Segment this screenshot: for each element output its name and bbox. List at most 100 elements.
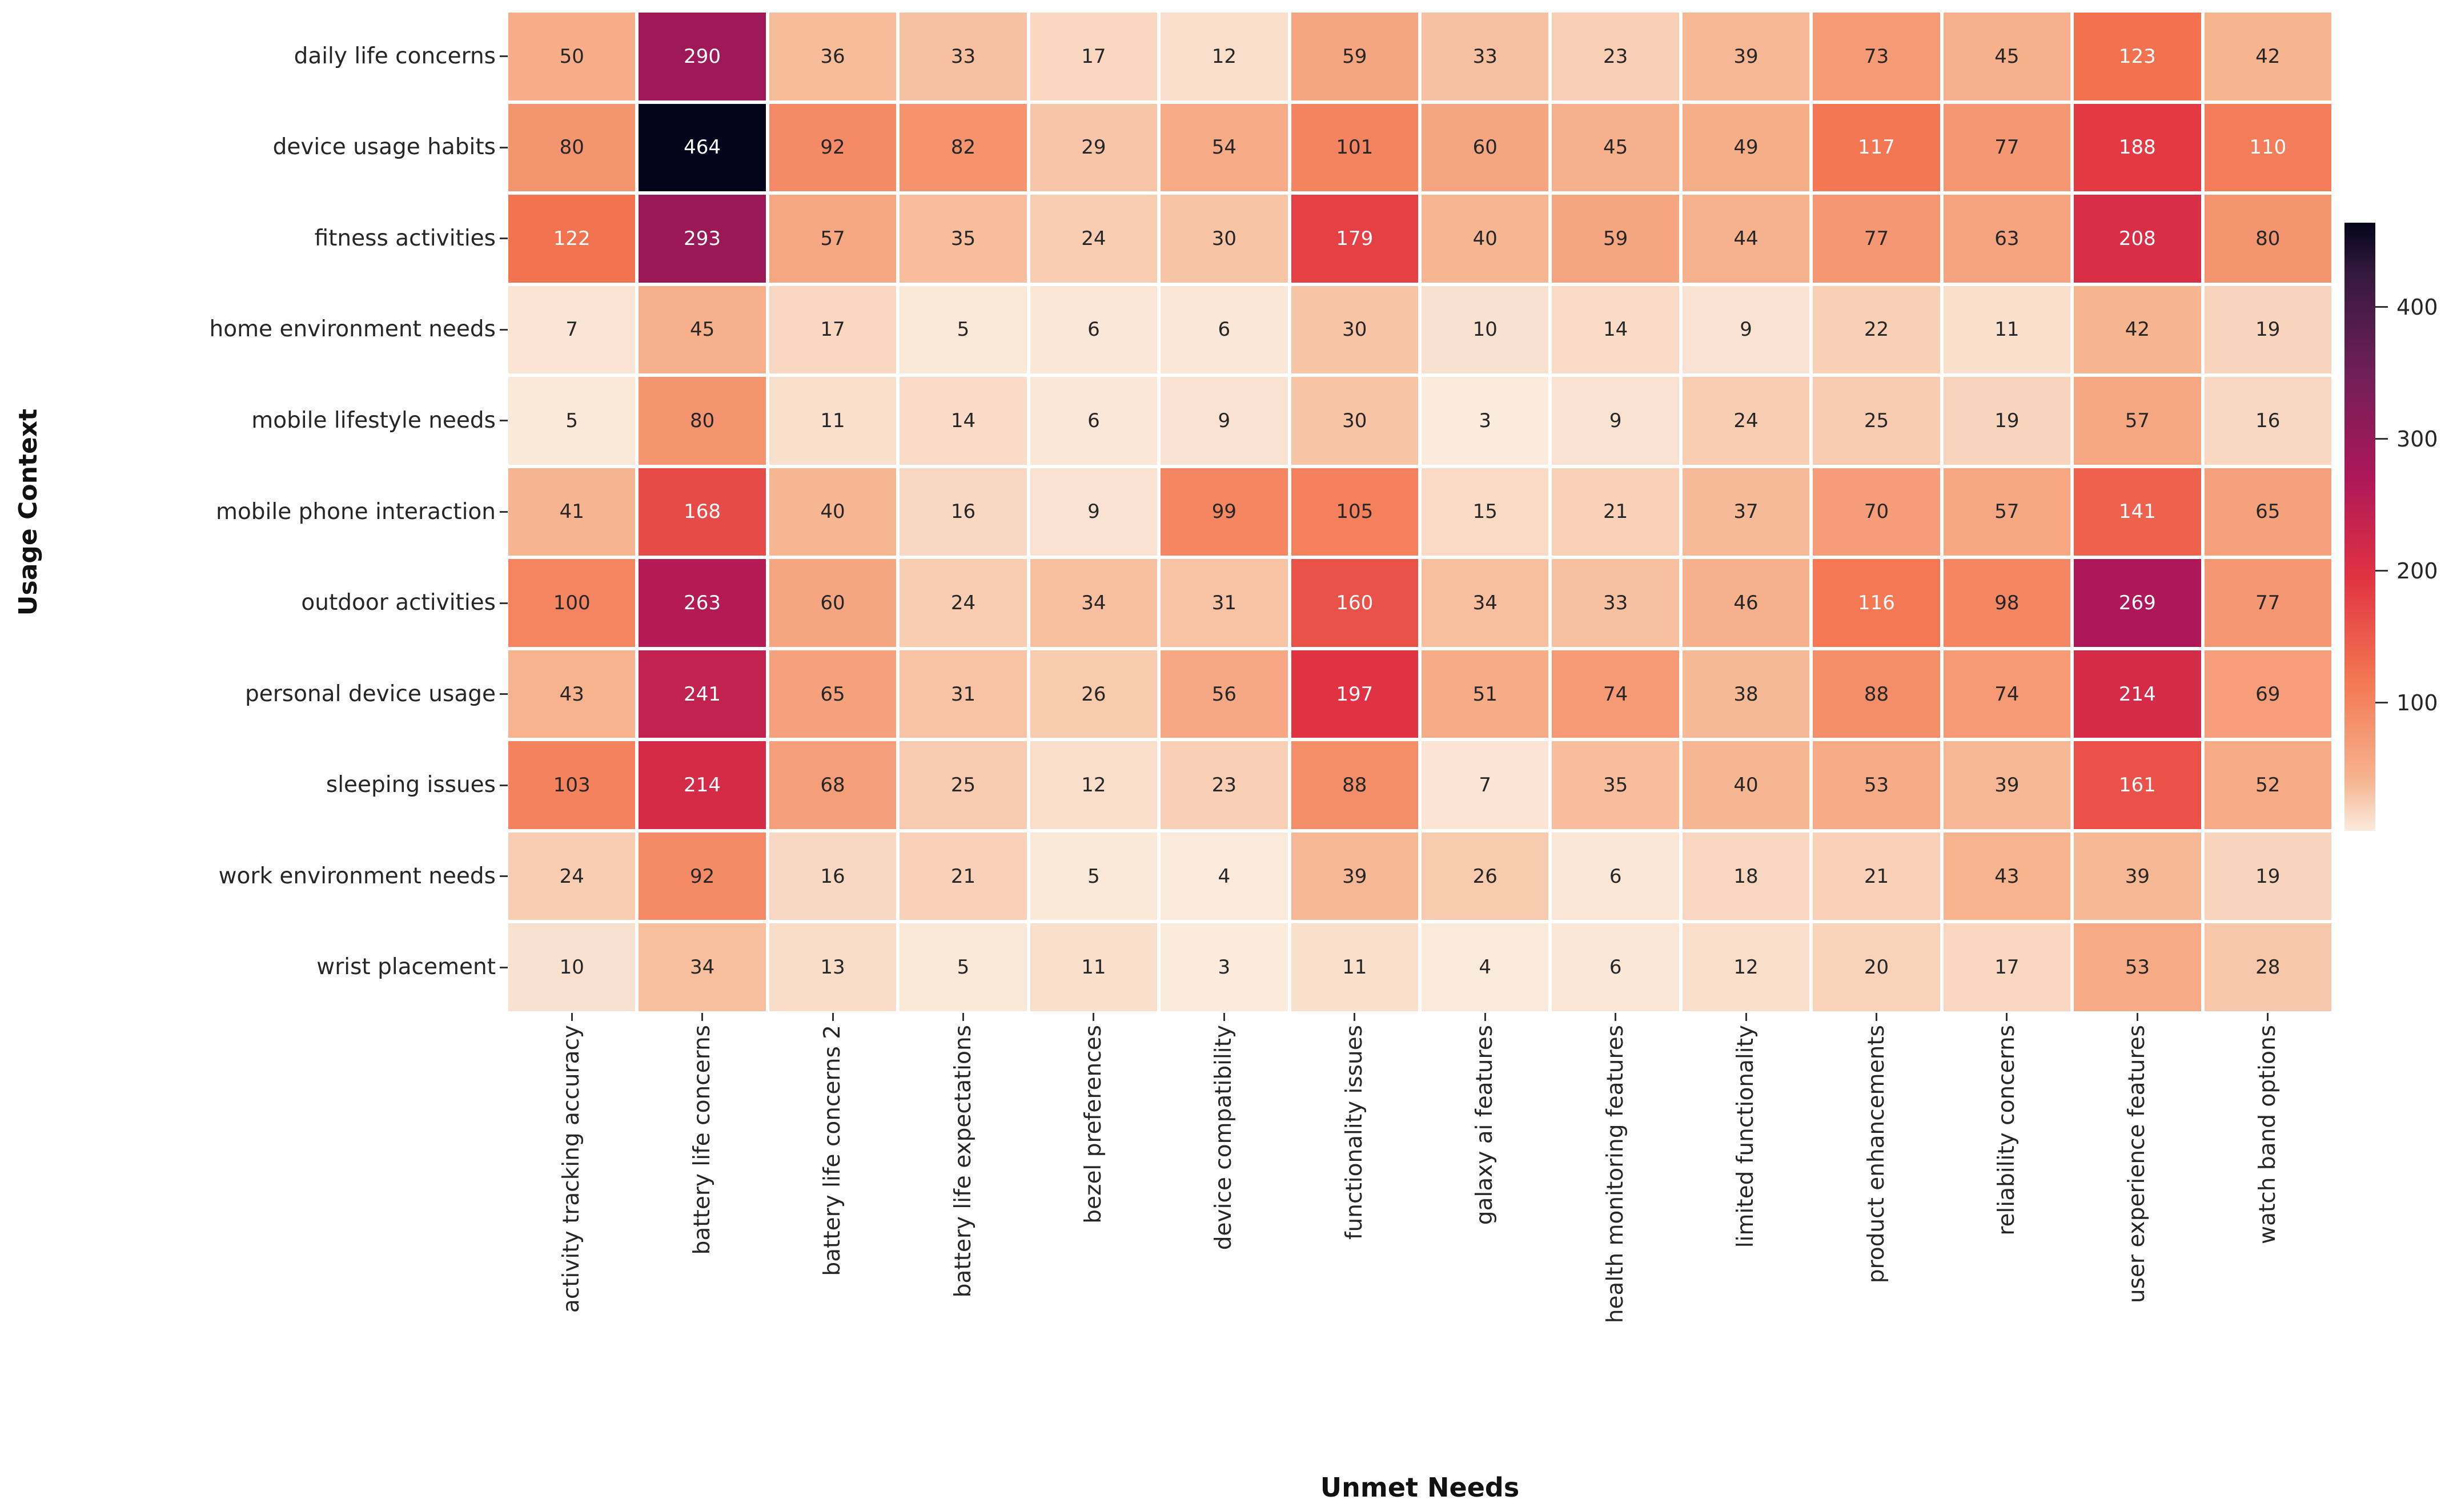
y-tick-mark [500, 693, 508, 695]
x-tick-label: product enhancements [1863, 1025, 1889, 1284]
heatmap-cell: 12 [1682, 923, 1810, 1011]
heatmap-cell: 141 [2074, 468, 2201, 556]
x-tick-label: user experience features [2124, 1025, 2150, 1304]
heatmap-cell: 161 [2074, 741, 2201, 829]
heatmap-cell: 42 [2074, 285, 2201, 374]
heatmap-cell: 3 [1161, 923, 1288, 1011]
heatmap-cell: 39 [1943, 741, 2071, 829]
heatmap-cell: 35 [1552, 741, 1679, 829]
heatmap-cell: 70 [1813, 468, 1940, 556]
colorbar-tick-mark [2375, 438, 2388, 440]
heatmap-cell: 4 [1422, 923, 1549, 1011]
heatmap-cell: 25 [900, 741, 1027, 829]
y-tick-mark [500, 328, 508, 331]
y-tick-mark [500, 966, 508, 968]
colorbar [2344, 223, 2375, 831]
heatmap-cell: 31 [900, 650, 1027, 738]
heatmap-cell: 25 [1813, 377, 1940, 465]
y-tick-label: outdoor activities [301, 590, 496, 616]
heatmap-cell: 41 [508, 468, 636, 556]
x-tick-mark [1223, 1013, 1225, 1021]
colorbar-tick-mark [2375, 306, 2388, 308]
heatmap-cell: 39 [2074, 832, 2201, 920]
heatmap-cell: 57 [1943, 468, 2071, 556]
heatmap-cell: 92 [769, 103, 897, 192]
heatmap-cell: 59 [1552, 195, 1679, 283]
heatmap-cell: 7 [1422, 741, 1549, 829]
heatmap-cell: 60 [769, 559, 897, 647]
heatmap-cell: 42 [2204, 13, 2331, 100]
heatmap-cell: 56 [1161, 650, 1288, 738]
heatmap-cell: 60 [1422, 103, 1549, 192]
heatmap-cell: 13 [769, 923, 897, 1011]
heatmap-cell: 464 [639, 103, 766, 192]
heatmap-cell: 23 [1552, 13, 1679, 100]
heatmap-cell: 43 [1943, 832, 2071, 920]
heatmap-cell: 40 [1682, 741, 1810, 829]
heatmap-cell: 20 [1813, 923, 1940, 1011]
heatmap-cell: 59 [1291, 13, 1418, 100]
heatmap-cell: 54 [1161, 103, 1288, 192]
heatmap-cell: 100 [508, 559, 636, 647]
y-tick-mark [500, 420, 508, 422]
heatmap-cell: 33 [1422, 13, 1549, 100]
heatmap-cell: 80 [508, 103, 636, 192]
heatmap-cell: 214 [2074, 650, 2201, 738]
heatmap-cell: 4 [1161, 832, 1288, 920]
heatmap-cell: 30 [1161, 195, 1288, 283]
heatmap-cell: 21 [900, 832, 1027, 920]
heatmap-cell: 11 [769, 377, 897, 465]
heatmap-cell: 12 [1161, 13, 1288, 100]
heatmap-cell: 14 [900, 377, 1027, 465]
heatmap-cell: 19 [1943, 377, 2071, 465]
heatmap-cell: 39 [1682, 13, 1810, 100]
y-tick-label: wrist placement [316, 954, 496, 980]
heatmap-cell: 214 [639, 741, 766, 829]
x-tick-mark [832, 1013, 834, 1021]
heatmap-cell: 52 [2204, 741, 2331, 829]
heatmap-cell: 7 [508, 285, 636, 374]
heatmap-cell: 65 [2204, 468, 2331, 556]
x-tick-label: functionality issues [1341, 1025, 1367, 1240]
colorbar-tick-mark [2375, 702, 2388, 704]
heatmap-cell: 208 [2074, 195, 2201, 283]
heatmap-cell: 45 [1943, 13, 2071, 100]
y-tick-label: personal device usage [245, 681, 496, 707]
heatmap-cell: 24 [1682, 377, 1810, 465]
heatmap-cell: 23 [1161, 741, 1288, 829]
heatmap-cell: 6 [1030, 377, 1158, 465]
heatmap-cell: 22 [1813, 285, 1940, 374]
x-tick-label: bezel preferences [1080, 1025, 1106, 1224]
y-tick-mark [500, 55, 508, 58]
heatmap-cell: 68 [769, 741, 897, 829]
x-tick-label: battery life concerns 2 [820, 1025, 846, 1276]
heatmap-cell: 92 [639, 832, 766, 920]
y-tick-label: home environment needs [209, 316, 496, 343]
heatmap-cell: 36 [769, 13, 897, 100]
heatmap-cell: 9 [1030, 468, 1158, 556]
x-tick-mark [701, 1013, 704, 1021]
x-tick-mark [1484, 1013, 1486, 1021]
heatmap-cell: 40 [769, 468, 897, 556]
x-tick-mark [1876, 1013, 1877, 1021]
heatmap-cell: 51 [1422, 650, 1549, 738]
y-tick-label: sleeping issues [326, 772, 496, 798]
heatmap-cell: 73 [1813, 13, 1940, 100]
x-tick-label: battery life concerns [689, 1025, 715, 1255]
heatmap-cell: 9 [1682, 285, 1810, 374]
heatmap-cell: 103 [508, 741, 636, 829]
heatmap-cell: 37 [1682, 468, 1810, 556]
x-tick-label: watch band options [2254, 1025, 2281, 1244]
heatmap-cell: 40 [1422, 195, 1549, 283]
heatmap-cell: 46 [1682, 559, 1810, 647]
heatmap-cell: 179 [1291, 195, 1418, 283]
heatmap-cell: 44 [1682, 195, 1810, 283]
x-tick-mark [2136, 1013, 2138, 1021]
heatmap-cell: 57 [769, 195, 897, 283]
heatmap-cell: 123 [2074, 13, 2201, 100]
heatmap-cell: 241 [639, 650, 766, 738]
y-tick-label: work environment needs [218, 863, 496, 889]
heatmap-cell: 69 [2204, 650, 2331, 738]
colorbar-tick-label: 100 [2396, 690, 2438, 715]
heatmap-cell: 160 [1291, 559, 1418, 647]
